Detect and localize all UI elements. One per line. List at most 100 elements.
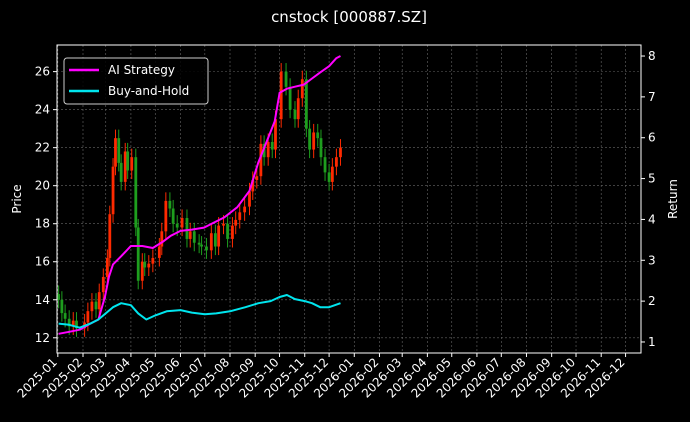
candle-body: [217, 225, 221, 247]
candle-body: [164, 200, 168, 232]
candle-body: [296, 98, 300, 120]
candle-body: [67, 318, 71, 327]
legend: AI Strategy Buy-and-Hold: [63, 57, 209, 105]
candle-body: [130, 157, 134, 171]
candle-body: [60, 299, 64, 314]
left-tick-label: 12: [35, 331, 50, 345]
candle-body: [63, 313, 67, 319]
candle-body: [231, 225, 234, 239]
candle-body: [200, 244, 203, 247]
candle-body: [213, 233, 217, 247]
price-candles: [57, 63, 342, 337]
grid-lines: [57, 45, 641, 353]
candle-body: [270, 141, 274, 150]
candle-body: [160, 231, 164, 247]
candle-body: [266, 141, 270, 158]
left-y-axis: 12 14 16 18 20 22 24 26: [35, 65, 57, 345]
candle-body: [147, 263, 151, 268]
candle-body: [90, 301, 94, 312]
candle-body: [185, 218, 189, 239]
left-tick-label: 26: [35, 65, 50, 79]
right-tick-label: 7: [648, 90, 656, 104]
candle-body: [105, 257, 109, 277]
right-tick-label: 2: [648, 294, 656, 308]
candle-body: [75, 320, 78, 329]
candle-body: [57, 294, 61, 300]
candle-body: [157, 246, 161, 258]
candle-body: [327, 172, 331, 182]
candle-body: [86, 311, 90, 323]
ai-strategy-line: [58, 55, 341, 335]
candle-body: [143, 261, 147, 268]
candle-body: [123, 151, 127, 182]
candle-body: [234, 219, 238, 226]
left-tick-label: 24: [35, 103, 50, 117]
candle-body: [255, 176, 259, 180]
candle-body: [300, 79, 304, 99]
candle-body: [111, 166, 115, 215]
left-tick-label: 22: [35, 141, 50, 155]
right-tick-label: 6: [648, 131, 656, 145]
candle-body: [312, 132, 316, 150]
left-axis-label: Price: [10, 184, 24, 213]
legend-label-ai-strategy: AI Strategy: [108, 63, 175, 77]
candle-body: [151, 257, 155, 264]
right-tick-label: 3: [648, 253, 656, 267]
candle-body: [222, 223, 225, 226]
candle-body: [71, 320, 75, 327]
plot-frame: [56, 44, 642, 354]
right-tick-label: 1: [648, 335, 656, 349]
candle-body: [316, 132, 320, 139]
candle-body: [119, 162, 123, 182]
candle-body: [259, 143, 263, 177]
candle-body: [339, 147, 342, 158]
candle-body: [335, 157, 338, 167]
candle-body: [108, 214, 112, 258]
left-tick-label: 20: [35, 179, 50, 193]
candle-body: [251, 179, 255, 192]
candle-body: [101, 276, 105, 293]
candle-body: [304, 79, 308, 129]
candle-body: [274, 119, 277, 150]
candle-body: [94, 301, 98, 310]
candle-body: [180, 218, 184, 228]
candle-body: [134, 157, 138, 228]
candle-body: [226, 223, 229, 239]
candle-body: [243, 206, 247, 213]
candle-body: [175, 223, 179, 228]
left-tick-label: 14: [35, 293, 50, 307]
chart-title: cnstock [000887.SZ]: [271, 8, 427, 26]
legend-label-buy-and-hold: Buy-and-Hold: [108, 84, 189, 98]
candle-body: [114, 138, 117, 167]
right-tick-label: 8: [648, 49, 656, 63]
candle-body: [168, 200, 172, 209]
candle-body: [140, 261, 144, 281]
left-tick-label: 18: [35, 217, 50, 231]
right-y-axis: 1 2 3 4 5 6 7 8: [641, 49, 656, 349]
candle-body: [293, 109, 297, 120]
right-tick-label: 4: [648, 212, 656, 226]
candle-body: [308, 128, 312, 150]
candle-body: [323, 157, 327, 173]
candle-body: [209, 233, 213, 251]
left-tick-label: 16: [35, 255, 50, 269]
candle-body: [197, 242, 201, 245]
candle-body: [126, 151, 130, 171]
candle-body: [188, 231, 192, 239]
candle-body: [192, 231, 196, 243]
candle-body: [288, 86, 292, 110]
candle-body: [117, 138, 121, 163]
candle-body: [171, 208, 175, 224]
candle-body: [248, 191, 251, 207]
buy-and-hold-line: [58, 294, 341, 329]
candle-body: [319, 138, 323, 158]
candle-body: [238, 212, 242, 220]
candle-body: [136, 227, 140, 281]
right-axis-label: Return: [666, 179, 680, 219]
candle-body: [330, 166, 334, 182]
return-lines: [58, 55, 341, 335]
candle-body: [279, 71, 283, 120]
candle-body: [205, 246, 208, 251]
right-tick-label: 5: [648, 172, 656, 186]
